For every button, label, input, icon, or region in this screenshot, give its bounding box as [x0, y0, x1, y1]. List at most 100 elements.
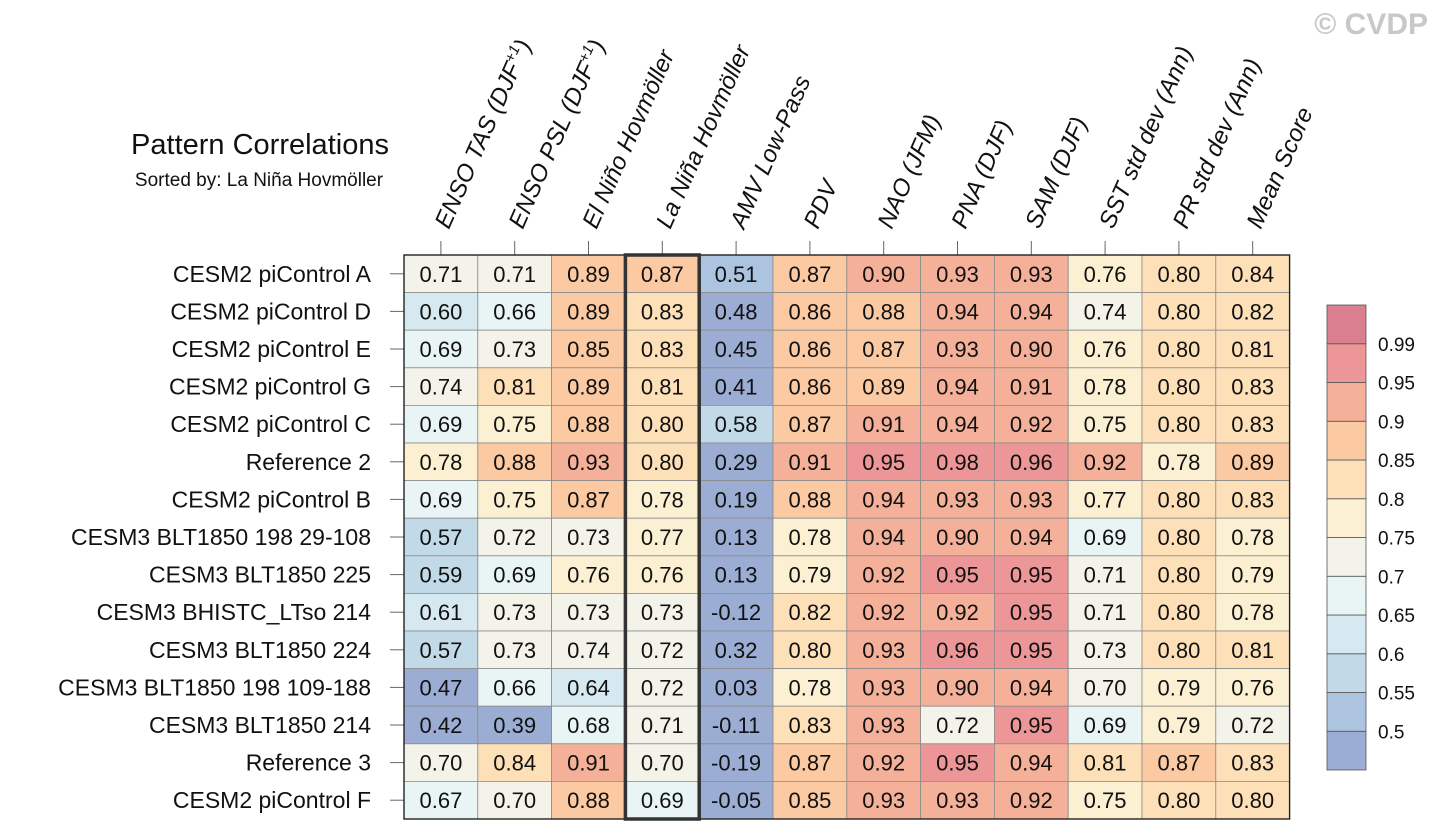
heatmap-cell [772, 292, 848, 331]
colorbar-tick-label: 0.95 [1378, 374, 1415, 395]
cell-value-label: 0.80 [1157, 788, 1200, 813]
heatmap-cell [1215, 292, 1291, 331]
heatmap-cell [1215, 442, 1291, 481]
cell-value-label: 0.76 [1231, 675, 1274, 700]
heatmap-cell [1141, 480, 1217, 519]
cell-value-label: 0.89 [567, 375, 610, 400]
heatmap-cell [551, 668, 626, 707]
heatmap-cell [920, 292, 995, 331]
cell-value-label: 0.90 [936, 525, 979, 550]
heatmap-cell [772, 781, 848, 820]
heatmap-cell [1141, 367, 1217, 406]
heatmap-cell [1067, 668, 1143, 707]
cell-value-label: 0.98 [936, 450, 979, 475]
heatmap-cell [846, 254, 921, 293]
cell-value-label: 0.76 [567, 563, 610, 588]
cell-value-label: -0.11 [712, 713, 761, 738]
cell-value-label: 0.80 [1157, 563, 1200, 588]
heatmap-cell [698, 705, 774, 745]
row-label: CESM2 piControl A [173, 261, 372, 287]
heatmap-cell [698, 593, 774, 632]
heatmap-cell [625, 517, 700, 557]
cell-value-label: 0.13 [715, 563, 758, 588]
heatmap-cell [1141, 254, 1217, 293]
heatmap-cell [1067, 517, 1143, 557]
heatmap-cell [994, 292, 1069, 331]
cell-value-label: 0.94 [1010, 299, 1053, 324]
heatmap-cell [1141, 630, 1217, 669]
cell-value-label: 0.83 [1231, 375, 1274, 400]
cell-value-label: 0.72 [936, 713, 979, 738]
cell-value-label: 0.75 [1084, 412, 1127, 437]
colorbar-tick-label: 0.7 [1378, 567, 1404, 588]
heatmap-cell [403, 517, 479, 557]
cell-value-label: 0.80 [1157, 412, 1200, 437]
cell-value-label: 0.69 [419, 412, 462, 437]
colorbar-tick-label: 0.65 [1378, 606, 1415, 627]
colorbar-swatch [1326, 692, 1367, 732]
cell-value-label: 0.70 [641, 751, 684, 776]
column-label-superscript: +1 [575, 43, 597, 66]
chart-title: Pattern Correlations [131, 129, 389, 161]
cell-value-label: 0.41 [715, 375, 758, 400]
cell-value-label: 0.80 [1157, 600, 1200, 625]
cell-value-label: 0.78 [419, 450, 462, 475]
heatmap-cell [551, 630, 626, 669]
cell-value-label: 0.59 [419, 563, 462, 588]
row-label: CESM2 piControl G [169, 374, 371, 400]
heatmap-cell [920, 781, 995, 820]
cell-value-label: 0.69 [419, 487, 462, 512]
heatmap-cell [772, 593, 848, 632]
cell-value-label: 0.66 [493, 299, 536, 324]
cell-value-label: 0.90 [862, 262, 905, 287]
cell-value-label: 0.70 [419, 751, 462, 776]
cell-value-label: -0.05 [711, 788, 761, 813]
cell-value-label: 0.66 [493, 675, 536, 700]
cell-value-label: 0.61 [419, 600, 462, 625]
cell-value-label: 0.93 [1010, 487, 1053, 512]
cell-value-label: 0.48 [715, 299, 758, 324]
heatmap-cell [698, 555, 774, 594]
cell-value-label: 0.71 [641, 713, 684, 738]
cell-value-label: 0.45 [715, 337, 758, 362]
heatmap-cell [920, 705, 995, 745]
heatmap-cell [772, 668, 848, 707]
cell-value-label: 0.89 [862, 375, 905, 400]
colorbar-swatch [1326, 382, 1367, 422]
cell-value-label: 0.83 [1231, 751, 1274, 776]
cell-value-label: 0.57 [419, 638, 462, 663]
cell-value-label: 0.88 [567, 412, 610, 437]
heatmap-cell [698, 630, 774, 669]
heatmap-cell [994, 668, 1069, 707]
heatmap-cells: 0.71 0.71 0.89 0.87 0.51 0.87 0.90 0.93 0.93 0.76… [403, 253, 1291, 821]
cell-value-label: 0.78 [788, 675, 831, 700]
heatmap-cell [846, 367, 921, 406]
cell-value-label: 0.93 [936, 487, 979, 512]
cell-value-label: 0.94 [1010, 751, 1053, 776]
heatmap-cell [1215, 668, 1291, 707]
cell-value-label: 0.80 [788, 638, 831, 663]
cell-value-label: 0.67 [419, 788, 462, 813]
heatmap-cell [1215, 517, 1291, 557]
column-label: NAO (JFM) [873, 111, 947, 233]
colorbar-tick-label: 0.5 [1378, 722, 1404, 743]
cell-value-label: 0.80 [1157, 262, 1200, 287]
cell-value-label: 0.69 [641, 788, 684, 813]
cell-value-label: 0.70 [493, 788, 536, 813]
heatmap-cell [477, 404, 552, 444]
heatmap-cell [625, 329, 700, 369]
heatmap-cell [920, 480, 995, 519]
cell-value-label: 0.80 [1157, 487, 1200, 512]
heatmap-cell [551, 743, 626, 782]
cell-value-label: 0.82 [788, 600, 831, 625]
colorbar-tick-label: 0.8 [1378, 490, 1404, 511]
heatmap-cell [846, 480, 921, 519]
cell-value-label: 0.87 [862, 337, 905, 362]
cell-value-label: 0.93 [862, 675, 905, 700]
cell-value-label: 0.79 [788, 563, 831, 588]
heatmap-cell [994, 630, 1069, 669]
cell-value-label: 0.78 [1157, 450, 1200, 475]
cell-value-label: 0.91 [788, 450, 831, 475]
heatmap-cell [625, 781, 700, 820]
